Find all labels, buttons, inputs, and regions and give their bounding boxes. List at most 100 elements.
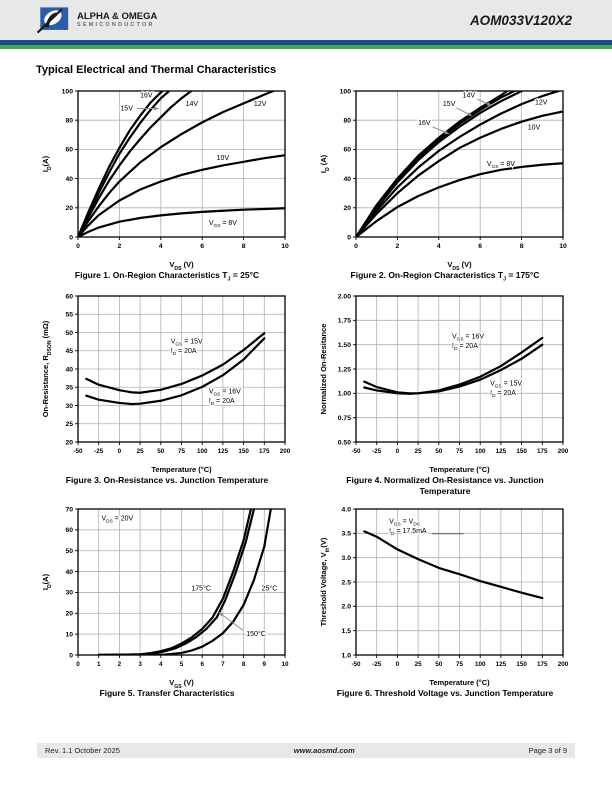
- svg-text:25: 25: [137, 448, 145, 455]
- curve: [78, 207, 285, 237]
- svg-text:6: 6: [200, 243, 204, 250]
- x-axis-label: Temperature (°C): [429, 465, 490, 474]
- svg-text:40: 40: [65, 366, 73, 373]
- curve-label: 15V: [120, 105, 133, 112]
- curve: [85, 336, 266, 405]
- svg-text:200: 200: [558, 661, 569, 668]
- svg-text:100: 100: [475, 448, 486, 455]
- part-number: AOM033V120X2: [469, 12, 572, 28]
- svg-text:30: 30: [65, 402, 73, 409]
- svg-text:4: 4: [159, 661, 163, 668]
- annotations: 16V 15V 14V 12V 10V VGS = 8V: [119, 91, 268, 230]
- svg-text:0: 0: [76, 243, 80, 250]
- svg-text:60: 60: [65, 147, 73, 154]
- svg-text:4: 4: [437, 243, 441, 250]
- gridlines: [356, 508, 563, 655]
- aos-logo: [36, 7, 69, 34]
- svg-text:0: 0: [396, 661, 400, 668]
- svg-text:3.5: 3.5: [342, 530, 352, 537]
- figure-1-caption: Figure 1. On-Region Characteristics TJ =…: [74, 270, 260, 283]
- y-axis-label: ID(A): [41, 573, 53, 590]
- svg-text:100: 100: [197, 448, 208, 455]
- figure-4: -50 -25 0 25 50 75 100 125 150 175 200 0.50 0.75 1.00…: [318, 289, 572, 497]
- svg-text:0: 0: [347, 234, 351, 241]
- curve-label: 25°C: [262, 584, 278, 592]
- y-axis-label: Threshold Voltage, Vth(V): [319, 537, 331, 626]
- svg-text:20: 20: [343, 205, 351, 212]
- svg-text:6: 6: [200, 661, 204, 668]
- curve-label: VGS = 15V: [171, 338, 203, 347]
- curve-label: 150°C: [246, 630, 266, 638]
- svg-text:10: 10: [281, 243, 289, 250]
- figure-6-chart: -50 -25 0 25 50 75 100 125 150 175 200 1.0 1.5 2.0 2.5…: [319, 506, 569, 687]
- plot-border: [77, 90, 286, 238]
- svg-text:7: 7: [221, 661, 225, 668]
- gridlines: [356, 91, 563, 237]
- curve-label: VDS = 20V: [101, 515, 133, 524]
- svg-text:1.00: 1.00: [338, 390, 351, 397]
- series-curves: [363, 336, 544, 395]
- figure-2-caption: Figure 2. On-Region Characteristics TJ =…: [350, 270, 540, 283]
- svg-text:-25: -25: [372, 448, 382, 455]
- svg-text:6: 6: [478, 243, 482, 250]
- tick-labels: -50 -25 0 25 50 75 100 125 150 175 200 0.50 0.75 1.00…: [338, 293, 569, 455]
- svg-text:0.50: 0.50: [338, 439, 351, 446]
- page-title: Typical Electrical and Thermal Character…: [36, 64, 277, 76]
- svg-text:10: 10: [559, 243, 567, 250]
- figure-5-chart: 0 1 2 3 4 5 6 7 8 9 10 0 10 20 30 40 50 60 70 VGS (V) ID(A) V…: [41, 506, 289, 688]
- svg-text:1.5: 1.5: [342, 628, 352, 635]
- charts-grid: 0 2 4 6 8 10 0 20 40 60 80 100 VDS (V) ID(A) 16V 15V 14V…: [0, 84, 612, 699]
- svg-text:8: 8: [520, 243, 524, 250]
- figure-6: -50 -25 0 25 50 75 100 125 150 175 200 1.0 1.5 2.0 2.5…: [318, 502, 572, 699]
- svg-text:100: 100: [340, 88, 352, 95]
- svg-text:3: 3: [138, 661, 142, 668]
- curve: [85, 331, 266, 394]
- svg-text:0: 0: [354, 243, 358, 250]
- curve: [97, 508, 256, 655]
- figure-2: 0 2 4 6 8 10 0 20 40 60 80 100 VDS (V) ID (A) 14V 15V 16…: [318, 84, 572, 284]
- svg-text:10: 10: [65, 631, 73, 638]
- figure-3-caption: Figure 3. On-Resistance vs. Junction Tem…: [65, 474, 269, 485]
- svg-text:0: 0: [69, 652, 73, 659]
- svg-text:25: 25: [415, 661, 423, 668]
- curve-label: 10V: [217, 155, 230, 162]
- svg-text:2: 2: [118, 243, 122, 250]
- svg-text:40: 40: [65, 176, 73, 183]
- curve: [78, 91, 171, 237]
- y-axis-label: ID (A): [319, 154, 331, 173]
- svg-text:150: 150: [516, 661, 527, 668]
- svg-text:50: 50: [157, 448, 165, 455]
- svg-text:-25: -25: [372, 661, 382, 668]
- svg-text:-50: -50: [351, 661, 361, 668]
- svg-text:125: 125: [218, 448, 229, 455]
- svg-text:150: 150: [516, 448, 527, 455]
- svg-text:60: 60: [65, 293, 73, 300]
- curve-label: 14V: [186, 101, 199, 108]
- curve-label: VGS = 16V: [452, 333, 484, 342]
- svg-text:60: 60: [65, 527, 73, 534]
- curve: [356, 110, 563, 237]
- curve-label: ID = 20A: [209, 398, 235, 407]
- svg-text:3.0: 3.0: [342, 555, 352, 562]
- curve: [78, 91, 194, 237]
- svg-text:175: 175: [537, 448, 548, 455]
- curve: [356, 162, 563, 237]
- footer-page-number: Page 3 of 9: [528, 746, 567, 755]
- svg-text:35: 35: [65, 384, 73, 391]
- series-curves: [97, 508, 272, 655]
- brand: ALPHA & OMEGA SEMICONDUCTOR: [34, 6, 157, 34]
- svg-text:40: 40: [343, 176, 351, 183]
- curve-label: 16V: [418, 120, 431, 127]
- tick-labels: -50 -25 0 25 50 75 100 125 150 175 200 20 25 30 35 40 45…: [65, 293, 290, 455]
- svg-text:9: 9: [263, 661, 267, 668]
- svg-text:200: 200: [558, 448, 569, 455]
- curve-label: VGS = 16V: [209, 388, 241, 397]
- svg-text:125: 125: [496, 661, 507, 668]
- curve-label: 14V: [463, 92, 476, 99]
